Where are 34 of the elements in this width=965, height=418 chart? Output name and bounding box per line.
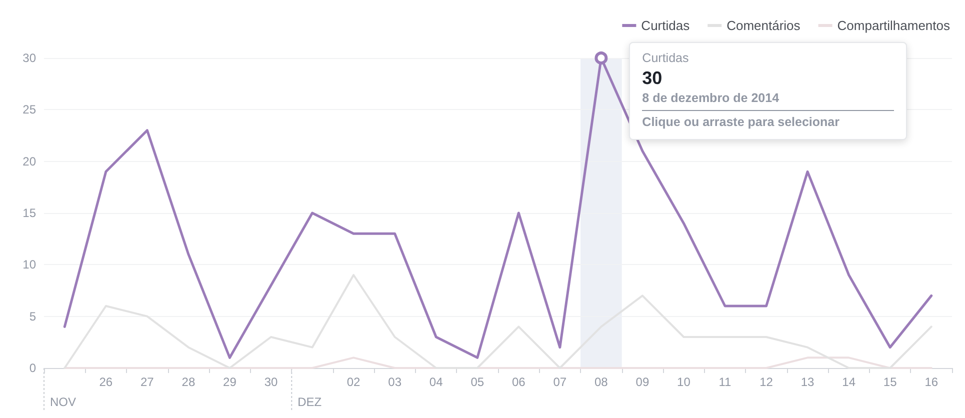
y-tick-label: 15 bbox=[22, 206, 36, 220]
annotation: Curtidas 30 8 de dezembro de 2014 Clique ou arraste para selecionar bbox=[642, 50, 840, 131]
x-tick-label: 29 bbox=[223, 375, 237, 389]
y-tick-label: 20 bbox=[22, 154, 36, 168]
x-tick-label: 05 bbox=[470, 375, 484, 389]
y-tick-label: 25 bbox=[22, 102, 36, 117]
x-tick-label: 12 bbox=[760, 375, 774, 389]
x-tick-label: 10 bbox=[677, 375, 691, 389]
x-tick-label: 14 bbox=[842, 375, 856, 389]
x-tick-label: 11 bbox=[718, 375, 732, 389]
x-tick-label: 08 bbox=[594, 375, 608, 389]
x-tick-label: 06 bbox=[512, 375, 526, 389]
legend-label: Comentários bbox=[726, 18, 801, 33]
x-tick-label: 15 bbox=[883, 375, 898, 389]
x-tick-label: 13 bbox=[800, 375, 815, 389]
tooltip-card: Curtidas 30 8 de dezembro de 2014 Clique ou arraste para selecionar bbox=[629, 42, 908, 140]
y-tick-label: 30 bbox=[22, 51, 36, 65]
x-tick-label: 09 bbox=[636, 375, 650, 389]
x-tick-label: 07 bbox=[553, 375, 567, 389]
text: NOV bbox=[50, 395, 76, 409]
y-tick-label: 10 bbox=[22, 258, 36, 272]
y-tick-label: 5 bbox=[29, 309, 36, 324]
x-tick-label: 30 bbox=[264, 375, 278, 389]
x-tick-label: 16 bbox=[924, 375, 938, 389]
x-tick-label: 03 bbox=[388, 375, 402, 389]
x-tick-label: 28 bbox=[182, 375, 196, 389]
text: DEZ bbox=[298, 395, 322, 409]
x-tick-label: 04 bbox=[429, 375, 444, 389]
legend-label: Compartilhamentos bbox=[837, 18, 950, 33]
x-tick-label: 26 bbox=[99, 375, 113, 389]
x-tick-label: 02 bbox=[346, 375, 361, 389]
x-tick-label: 27 bbox=[140, 375, 154, 389]
legend-label: Curtidas bbox=[641, 18, 690, 33]
y-tick-label: 0 bbox=[29, 361, 36, 375]
